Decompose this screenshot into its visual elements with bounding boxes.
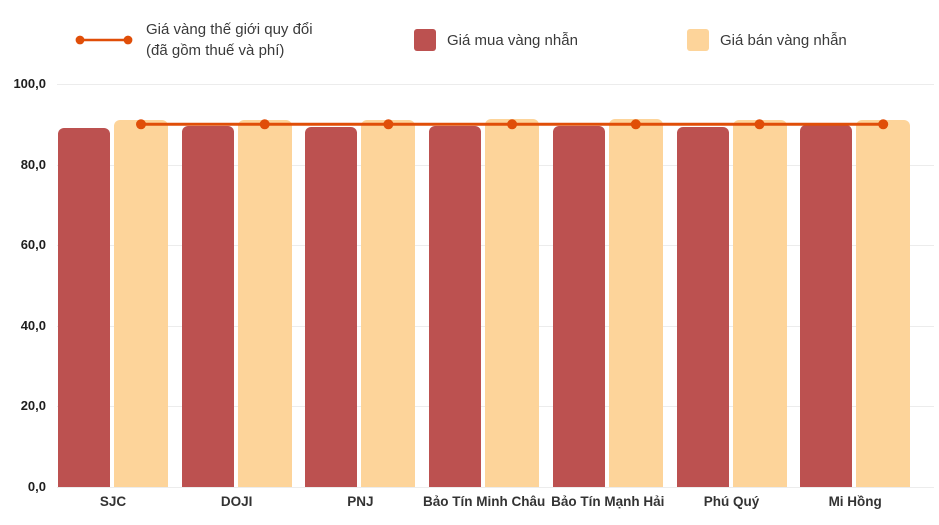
sell-bar-sjc[interactable] — [114, 120, 168, 487]
y-axis-tick-label: 40,0 — [20, 317, 46, 333]
x-axis-category-label: DOJI — [220, 494, 253, 509]
legend-label-buy: Giá mua vàng nhẫn — [447, 31, 578, 49]
x-axis-category-label: Bảo Tín Mạnh Hải — [551, 494, 665, 509]
x-axis-category-label: Phú Quý — [703, 494, 760, 509]
y-axis-tick-label: 60,0 — [20, 237, 46, 253]
legend-item-buy[interactable]: Giá mua vàng nhẫn — [414, 28, 578, 52]
gridline — [57, 487, 934, 488]
buy-bar-phu-quy[interactable] — [676, 126, 729, 487]
x-axis-category-label: SJC — [99, 494, 127, 509]
gridline — [57, 84, 934, 85]
line-series-icon — [75, 35, 133, 45]
legend-label-sell: Giá bán vàng nhẫn — [720, 31, 847, 49]
sell-bar-bao-tin-minh-chau[interactable] — [485, 119, 540, 487]
buy-bar-mi-hong[interactable] — [800, 124, 853, 487]
y-axis-tick-label: 80,0 — [20, 156, 46, 172]
buy-bar-doji[interactable] — [181, 125, 234, 487]
legend-item-sell[interactable]: Giá bán vàng nhẫn — [687, 28, 847, 52]
sell-bar-doji[interactable] — [237, 120, 292, 487]
buy-bar-bao-tin-minh-chau[interactable] — [429, 126, 482, 487]
y-axis-tick-label: 0,0 — [27, 479, 46, 494]
buy-bar-sjc[interactable] — [58, 127, 110, 487]
x-axis-category-label: Mi Hồng — [828, 494, 882, 509]
legend-item-world-gold-line[interactable]: Giá vàng thế giới quy đổi (đã gồm thuế v… — [74, 17, 313, 63]
sell-series-swatch-icon — [687, 29, 709, 51]
legend-label-world-gold: Giá vàng thế giới quy đổi (đã gồm thuế v… — [146, 21, 313, 59]
x-axis-category-label: Bảo Tín Minh Châu — [422, 494, 546, 509]
y-axis-tick-label: 20,0 — [20, 398, 46, 414]
buy-series-swatch-icon — [414, 29, 436, 51]
sell-bar-phu-quy[interactable] — [732, 119, 787, 487]
sell-bar-pnj[interactable] — [361, 120, 416, 487]
sell-bar-mi-hong[interactable] — [856, 120, 911, 487]
buy-bar-bao-tin-manh-hai[interactable] — [552, 126, 605, 487]
buy-bar-pnj[interactable] — [305, 126, 358, 487]
y-axis-tick-label: 100,0 — [13, 76, 46, 91]
x-axis-category-label: PNJ — [347, 494, 374, 509]
sell-bar-bao-tin-manh-hai[interactable] — [608, 119, 663, 487]
